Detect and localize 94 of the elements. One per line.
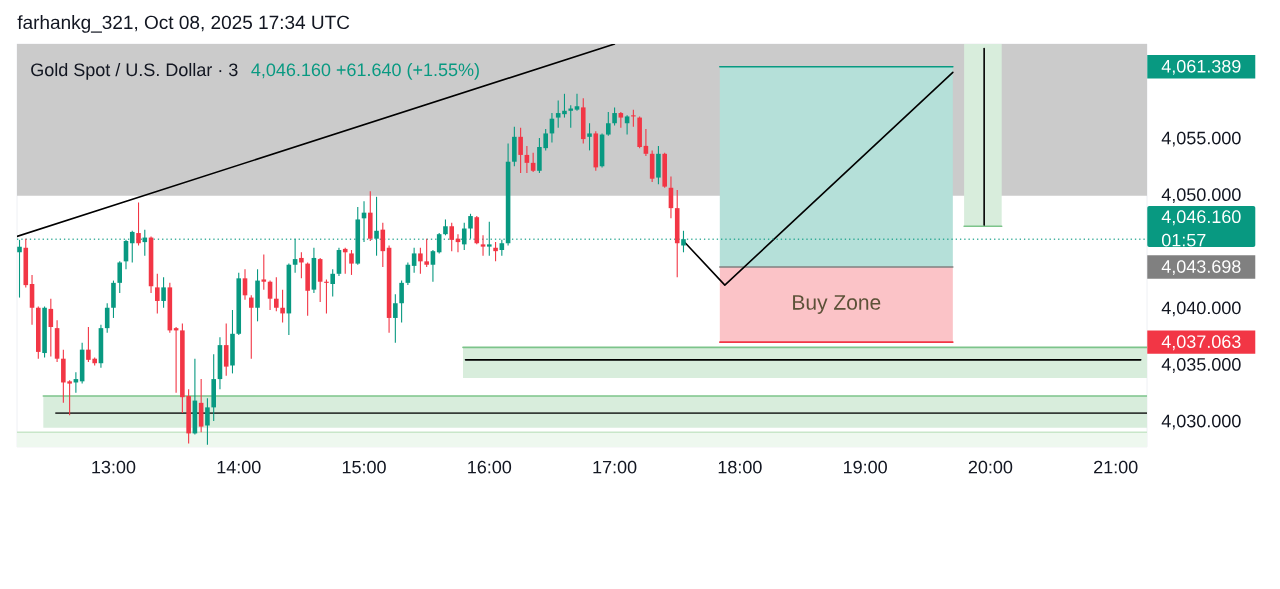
- candlestick: [317, 257, 323, 303]
- candlestick: [474, 215, 480, 245]
- candlestick: [36, 306, 41, 360]
- candlestick: [23, 238, 29, 288]
- candlestick: [148, 235, 154, 294]
- y-tick-label: 4,030.000: [1161, 414, 1241, 430]
- candlestick: [198, 378, 204, 433]
- candlestick: [98, 324, 104, 369]
- text: Gold Spot / U.S. Dollar · 3: [31, 62, 238, 80]
- candlestick: [261, 254, 267, 291]
- candlestick: [274, 276, 279, 312]
- candlestick: [512, 126, 517, 167]
- candlestick: [493, 241, 498, 262]
- candlestick: [280, 289, 285, 324]
- candlestick: [637, 115, 642, 149]
- candlestick: [324, 278, 329, 314]
- text: 4,046.160 +61.640 (+1.55%): [251, 62, 479, 80]
- candlestick: [17, 239, 22, 299]
- x-tick-label: 19:00: [843, 460, 887, 474]
- x-tick-label: 18:00: [718, 460, 762, 474]
- candlestick: [305, 261, 310, 317]
- candlestick: [580, 97, 586, 145]
- candlestick: [255, 268, 260, 322]
- candlestick: [217, 336, 223, 390]
- x-tick-label: 17:00: [593, 460, 637, 474]
- candlestick: [380, 222, 386, 268]
- candlestick: [205, 397, 210, 446]
- candlestick: [29, 274, 35, 326]
- candlestick: [42, 306, 47, 359]
- candlestick: [624, 114, 630, 136]
- candlestick: [606, 111, 611, 137]
- candlestick: [236, 272, 242, 336]
- candlestick: [336, 247, 342, 277]
- candlestick: [342, 247, 348, 275]
- candlestick: [223, 323, 229, 377]
- candlestick: [393, 293, 398, 344]
- ref-line-label: 4,046.160 01:57: [1161, 210, 1241, 247]
- y-tick-label: 4,035.000: [1161, 358, 1241, 373]
- y-tick-label: 4,040.000: [1161, 301, 1241, 317]
- x-tick-label: 15:00: [342, 460, 386, 474]
- candlestick: [587, 122, 592, 151]
- candlestick: [405, 261, 411, 286]
- x-tick-label: 20:00: [968, 460, 1013, 474]
- series-label: Buy Zone: [793, 295, 881, 314]
- candlestick: [48, 298, 54, 357]
- candlestick: [111, 280, 116, 319]
- candlestick: [568, 104, 574, 129]
- candlestick: [399, 280, 404, 324]
- candlestick: [449, 222, 455, 252]
- x-tick-label: 21:00: [1094, 460, 1138, 474]
- candlestick: [668, 175, 674, 219]
- x-tick-label: 16:00: [468, 460, 512, 474]
- candlestick: [161, 276, 166, 309]
- candlestick: [211, 353, 216, 422]
- candlestick: [167, 282, 173, 334]
- candlestick: [649, 149, 655, 183]
- candlestick: [248, 294, 254, 360]
- x-tick-label: 13:00: [92, 460, 136, 474]
- candlestick: [230, 309, 235, 374]
- candlestick: [593, 130, 599, 172]
- y-tick-label: 4,055.000: [1161, 131, 1241, 147]
- candlestick: [117, 260, 123, 294]
- candlestick: [349, 249, 354, 276]
- y-tick-label: 4,037.063: [1161, 335, 1241, 351]
- candlestick: [330, 268, 335, 297]
- candlestick: [286, 263, 292, 336]
- candlestick: [424, 238, 429, 268]
- candlestick: [292, 238, 298, 274]
- candlestick: [155, 273, 160, 314]
- y-tick-label: 4,043.698: [1161, 260, 1241, 276]
- candlestick: [656, 145, 661, 185]
- y-tick-label: 4,050.000: [1161, 188, 1241, 204]
- candlestick: [518, 127, 523, 174]
- candlestick: [386, 244, 392, 334]
- candlestick: [411, 247, 417, 274]
- candlestick: [79, 342, 85, 385]
- candlestick: [136, 201, 141, 247]
- candlestick: [192, 358, 198, 436]
- candlestick: [367, 190, 373, 242]
- candlestick: [430, 249, 436, 283]
- candlestick: [662, 152, 667, 189]
- candlestick: [54, 319, 60, 363]
- candlestick: [674, 189, 680, 278]
- candlestick: [104, 302, 110, 334]
- y-tick-label: 4,061.389: [1161, 59, 1241, 75]
- candlestick: [574, 93, 580, 112]
- x-tick-label: 14:00: [217, 460, 261, 474]
- candlestick: [612, 106, 617, 127]
- candlestick: [299, 251, 304, 279]
- candlestick: [599, 132, 605, 168]
- candlestick: [480, 234, 486, 257]
- candlestick: [311, 247, 317, 294]
- candlestick: [418, 247, 423, 275]
- text: farhankg_321, Oct 08, 2025 17:34 UTC: [17, 15, 350, 33]
